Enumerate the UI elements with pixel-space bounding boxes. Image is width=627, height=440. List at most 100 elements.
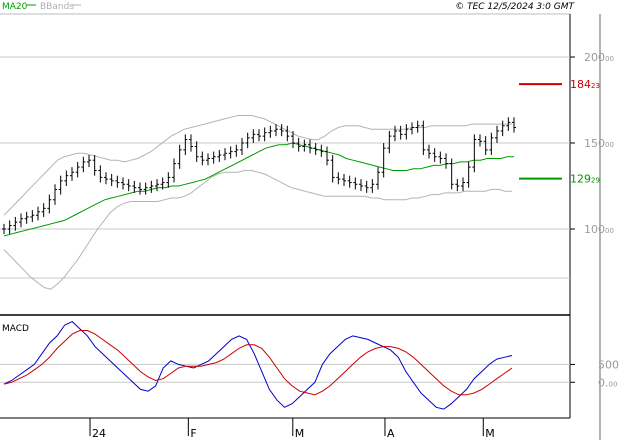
ohlc-bar — [41, 203, 46, 217]
ohlc-bar — [478, 134, 482, 147]
x-tick-label-0: 24 — [92, 427, 106, 440]
price-y-ticks: 20000 15000 10000 — [570, 51, 614, 236]
ohlc-bar — [364, 180, 369, 193]
ohlc-bar — [461, 177, 465, 192]
ohlc-bar — [336, 172, 341, 185]
ohlc-bar — [24, 211, 29, 224]
macd-tick-label-0: 500 — [598, 358, 619, 371]
x-tick-label-2: M — [295, 427, 305, 440]
ohlc-bar — [194, 141, 199, 162]
ohlc-bar — [279, 124, 284, 137]
ohlc-bar — [70, 167, 74, 181]
price-tags: 18423 12929 — [519, 78, 600, 186]
ohlc-bar — [245, 132, 250, 149]
ohlc-bar — [30, 210, 35, 223]
ohlc-bar — [427, 144, 431, 159]
ohlc-bar — [92, 155, 97, 176]
price-panel — [0, 14, 570, 315]
ohlc-bar — [64, 170, 69, 186]
ohlc-bar — [104, 172, 108, 185]
ohlc-bar — [325, 146, 329, 166]
ohlc-bar — [268, 125, 273, 138]
bband-upper-line — [3, 115, 512, 216]
ohlc-bar — [404, 124, 409, 140]
ohlc-bar — [376, 167, 380, 190]
ohlc-bar — [7, 220, 12, 235]
ohlc-bar — [98, 165, 103, 183]
ohlc-bar — [121, 177, 125, 190]
x-tick-label-3: A — [387, 427, 395, 440]
ohlc-bar — [415, 120, 420, 133]
ohlc-bar — [19, 213, 23, 228]
ohlc-bar — [455, 179, 460, 192]
ohlc-bar — [506, 117, 511, 131]
ohlc-bar — [398, 125, 403, 140]
x-axis-ticks: 24 F M A M — [89, 418, 495, 440]
ohlc-bar — [489, 132, 494, 156]
ohlc-bar — [296, 137, 301, 152]
ohlc-bar — [410, 122, 414, 135]
ohlc-bar — [13, 216, 18, 231]
legend-bbands: BBands — [40, 2, 74, 12]
ohlc-bar — [444, 153, 448, 169]
ohlc-bar — [189, 134, 193, 152]
ohlc-bar — [262, 127, 267, 142]
ohlc-bar — [359, 179, 363, 192]
ohlc-bar — [183, 134, 188, 156]
ohlc-bar — [81, 156, 86, 173]
ohlc-bar — [53, 184, 57, 205]
macd-series-group — [3, 321, 513, 410]
ohlc-bars — [2, 117, 516, 235]
ohlc-bar — [370, 179, 375, 193]
ohlc-bar — [143, 182, 148, 195]
legend-ma20: MA20 — [2, 2, 28, 12]
ohlc-bar — [109, 173, 114, 186]
ohlc-bar — [217, 149, 222, 162]
ohlc-bar — [234, 144, 239, 157]
ohlc-bar — [166, 172, 171, 188]
price-grid — [0, 56, 570, 279]
ma20-line — [3, 142, 514, 237]
ohlc-bar — [75, 161, 80, 178]
ohlc-bar — [228, 146, 233, 159]
ohlc-bar — [138, 182, 142, 195]
ohlc-bar — [36, 206, 40, 221]
ohlc-bar — [330, 155, 335, 183]
ohlc-bar — [393, 125, 397, 142]
ohlc-bar — [274, 124, 278, 137]
ohlc-bar — [421, 120, 426, 156]
ohlc-bar — [313, 143, 318, 156]
macd-series-macd — [3, 321, 513, 410]
ohlc-bar — [483, 136, 488, 156]
price-tag-label-1: 12929 — [570, 173, 600, 186]
macd-title: MACD — [2, 324, 29, 334]
ohlc-bar — [500, 120, 505, 137]
ohlc-bar — [308, 139, 312, 154]
frame-shadow — [600, 14, 627, 440]
price-tick-label-1: 15000 — [584, 137, 614, 150]
macd-series-signal — [3, 330, 513, 396]
ohlc-bar — [115, 175, 120, 188]
ohlc-bar — [347, 175, 352, 188]
ohlc-bar — [177, 144, 182, 169]
ohlc-bar — [206, 153, 210, 166]
ohlc-bar — [432, 148, 437, 162]
ohlc-bar — [160, 177, 165, 190]
chart-credit: © TEC 12/5/2024 3:0 GMT — [455, 2, 575, 12]
ohlc-bar — [132, 180, 137, 193]
ohlc-bar — [2, 223, 6, 235]
ohlc-bar — [319, 144, 324, 157]
ohlc-bar — [87, 155, 91, 168]
ohlc-bar — [200, 151, 205, 166]
ohlc-bar — [155, 179, 159, 192]
ohlc-bar — [438, 151, 443, 164]
ohlc-bar — [381, 143, 386, 178]
ohlc-bar — [466, 161, 471, 188]
ohlc-bar — [47, 194, 52, 214]
x-tick-label-4: M — [485, 427, 495, 440]
bband-lower-line — [3, 170, 512, 290]
ohlc-bar — [353, 177, 358, 190]
ohlc-bar — [495, 125, 499, 143]
